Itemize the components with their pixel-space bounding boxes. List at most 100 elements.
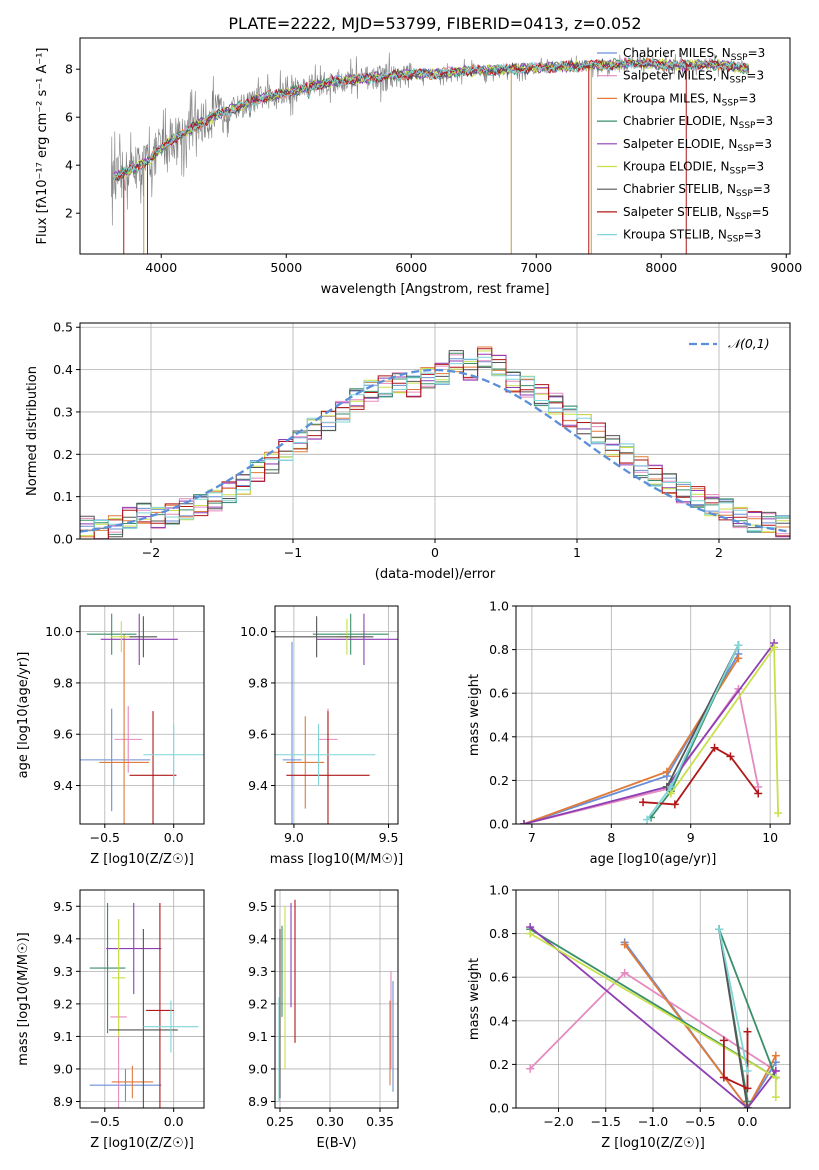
mw_vs_z-ylabel: mass weight — [467, 958, 482, 1040]
mass-weight-series-7 — [723, 1031, 749, 1090]
legend-label: Salpeter STELIB, NSSP=5 — [623, 205, 769, 222]
y-tick-label: 6 — [65, 110, 73, 125]
y-tick-label: 9.2 — [53, 996, 73, 1011]
y-tick-label: 8.9 — [248, 1094, 268, 1109]
x-tick-label: 7000 — [520, 260, 552, 275]
age_vs_mass-xlabel: mass [log10(M/M☉)] — [270, 852, 403, 867]
x-tick-label: 8000 — [645, 260, 677, 275]
mw_vs_age-axes: 7 8 9 10 0.0 0.2 0.4 0.6 0.8 1.0 age [log10(age/yr… — [467, 599, 791, 867]
mass_vs_z-frame — [79, 889, 205, 1109]
mass-weight-series-4 — [529, 926, 777, 1108]
legend-label: 𝒩(0,1) — [728, 336, 770, 351]
age_vs_z-ylabel: age [log10(age/yr)] — [16, 652, 31, 779]
y-tick-label: 9.1 — [248, 1029, 268, 1044]
normal-curve — [80, 368, 790, 533]
y-tick-label: 9.1 — [53, 1029, 73, 1044]
mass-weight-series-4 — [523, 642, 775, 824]
legend-label: Chabrier ELODIE, NSSP=3 — [623, 114, 773, 131]
x-tick-label: 10 — [762, 830, 778, 845]
y-tick-label: 9.3 — [248, 964, 268, 979]
x-tick-label: 0.0 — [164, 830, 184, 845]
spectrum-axes: 4000 5000 6000 7000 8000 9000 2 4 6 8 wavelength [… — [35, 37, 802, 297]
spectrum-ylabel: Flux [fλ10⁻¹⁷ erg cm⁻² s⁻¹ A⁻¹] — [35, 48, 50, 245]
y-tick-label: 9.2 — [248, 996, 268, 1011]
mass-weight-series-1 — [523, 686, 760, 824]
legend-label: Kroupa MILES, NSSP=3 — [623, 91, 756, 108]
x-tick-label: −1 — [284, 545, 302, 560]
y-tick-label: 0.8 — [489, 642, 509, 657]
y-tick-label: 9.3 — [53, 964, 73, 979]
x-tick-label: 0.30 — [316, 1114, 344, 1129]
mass_vs_ebv-axes: 0.25 0.30 0.35 8.9 9.0 9.1 9.2 9.3 9.4 9.5 E(B-V) — [248, 889, 399, 1151]
y-tick-label: 9.6 — [248, 727, 268, 742]
x-tick-label: 9000 — [770, 260, 802, 275]
residuals-plot-area — [80, 346, 790, 539]
age_vs_z-xlabel: Z [log10(Z/Z☉)] — [90, 852, 194, 867]
y-tick-label: 1.0 — [489, 883, 509, 898]
y-tick-label: 0.5 — [53, 320, 73, 335]
x-tick-label: 9.0 — [284, 830, 304, 845]
y-tick-label: 0.1 — [53, 489, 73, 504]
y-tick-label: 4 — [65, 158, 73, 173]
y-tick-label: 0.4 — [53, 362, 73, 377]
x-tick-label: −0.5 — [90, 830, 120, 845]
spectrum-plot-area — [111, 52, 750, 254]
y-tick-label: 0.0 — [53, 532, 73, 547]
mass_vs_ebv-plot-area — [278, 899, 394, 1102]
y-tick-label: 9.4 — [248, 931, 268, 946]
legend-label: Kroupa ELODIE, NSSP=3 — [623, 160, 764, 177]
histogram-series-8 — [80, 356, 790, 532]
y-tick-label: 9.8 — [248, 675, 268, 690]
mass_vs_z-plot-area — [89, 903, 199, 1108]
y-tick-label: 9.4 — [53, 778, 73, 793]
x-tick-label: 0.35 — [366, 1114, 394, 1129]
residuals-axes: −2 −1 0 1 2 0.0 0.1 0.2 0.3 0.4 0.5 (data-model)/er… — [25, 320, 791, 582]
model-spectrum-8 — [113, 58, 750, 182]
mw_vs_z-plot-area — [526, 923, 780, 1108]
x-tick-label: −1.5 — [591, 1114, 621, 1129]
mass-weight-series-2 — [623, 943, 777, 1108]
mass-weight-series-7 — [643, 746, 759, 806]
y-tick-label: 0.2 — [489, 1057, 509, 1072]
residuals-ylabel: Normed distribution — [25, 366, 40, 496]
x-tick-label: 0.25 — [266, 1114, 294, 1129]
x-tick-label: −2 — [142, 545, 160, 560]
x-tick-label: 7 — [528, 830, 536, 845]
x-tick-label: 5000 — [270, 260, 302, 275]
mw_vs_age-xlabel: age [log10(age/yr)] — [590, 852, 717, 867]
legend-label: Salpeter MILES, NSSP=3 — [623, 69, 764, 86]
y-tick-label: 9.5 — [248, 899, 268, 914]
histogram-series-7 — [80, 348, 790, 539]
residuals-xlabel: (data-model)/error — [375, 567, 496, 582]
y-tick-label: 0.4 — [489, 1013, 509, 1028]
legend-label: Kroupa STELIB, NSSP=3 — [623, 228, 761, 245]
y-tick-label: 2 — [65, 206, 73, 221]
y-tick-label: 0.0 — [489, 817, 509, 832]
legend-label: Chabrier MILES, NSSP=3 — [623, 46, 765, 63]
age_vs_mass-plot-area — [275, 613, 398, 824]
x-tick-label: −2.0 — [543, 1114, 573, 1129]
y-tick-label: 0.3 — [53, 404, 73, 419]
mass-weight-series-6 — [718, 929, 749, 1108]
mass-weight-series-2 — [523, 657, 740, 824]
mass_vs_z-axes: −0.5 0.0 8.9 9.0 9.1 9.2 9.3 9.4 9.5 Z [log10(Z/Z… — [16, 889, 205, 1151]
x-tick-label: 9.5 — [379, 830, 399, 845]
x-tick-label: 0.0 — [164, 1114, 184, 1129]
age_vs_z-frame — [79, 605, 205, 825]
mass_vs_ebv-xlabel: E(B-V) — [316, 1136, 356, 1151]
x-tick-label: 2 — [715, 545, 723, 560]
x-tick-label: 1 — [573, 545, 581, 560]
x-tick-label: −0.5 — [685, 1114, 715, 1129]
y-tick-label: 0.6 — [489, 970, 509, 985]
y-tick-label: 8.9 — [53, 1094, 73, 1109]
age_vs_z-axes: −0.5 0.0 9.4 9.6 9.8 10.0 Z [log10(Z/Z☉)] age [… — [16, 605, 205, 867]
y-tick-label: 9.0 — [53, 1061, 73, 1076]
mass-weight-series-8 — [718, 929, 749, 1072]
x-tick-label: −1.0 — [638, 1114, 668, 1129]
y-tick-label: 9.0 — [248, 1061, 268, 1076]
y-tick-label: 0.2 — [489, 773, 509, 788]
y-tick-label: 0.2 — [53, 447, 73, 462]
legend-label: Chabrier STELIB, NSSP=3 — [623, 182, 771, 199]
spectrum-legend: Chabrier MILES, NSSP=3 Salpeter MILES, NS… — [597, 46, 773, 245]
